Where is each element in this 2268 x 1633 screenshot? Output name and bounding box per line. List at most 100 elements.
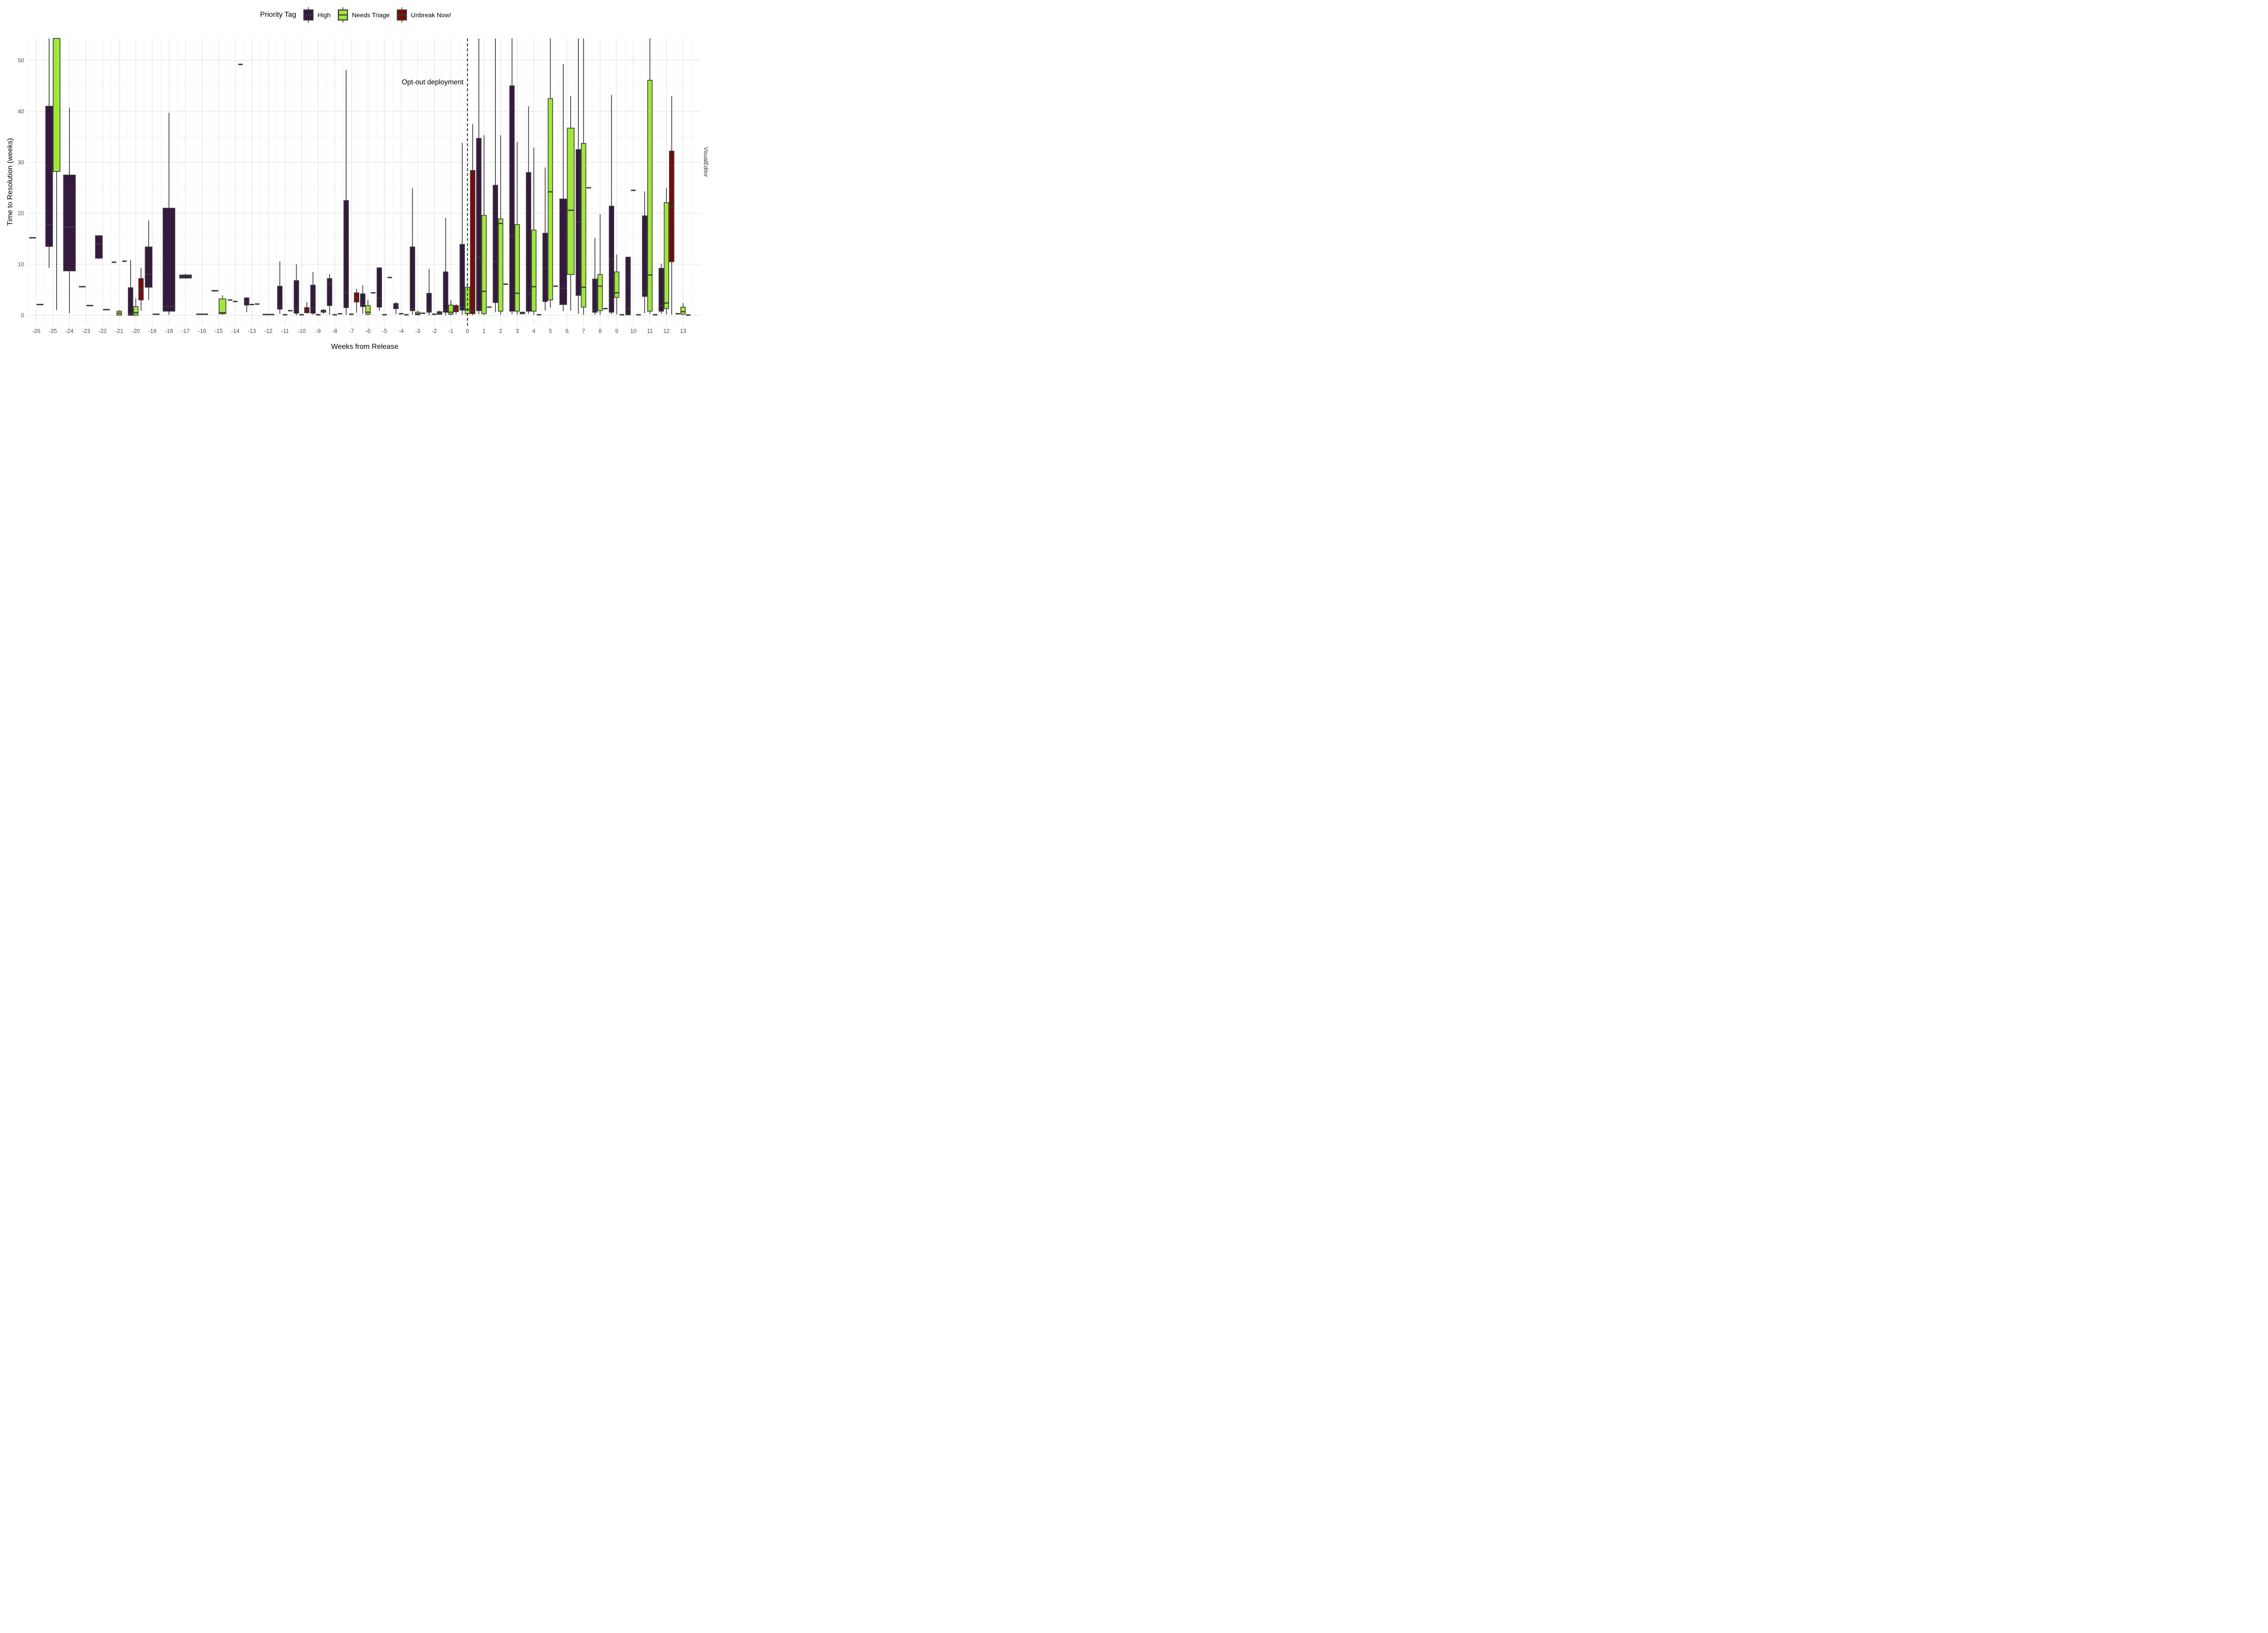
- week--9-unbreak-now--box: [321, 309, 326, 314]
- x-tick-label: -2: [432, 328, 437, 334]
- week--24-high-box: [63, 108, 76, 313]
- x-tick-label: -23: [82, 328, 90, 334]
- x-tick-label: -15: [215, 328, 223, 334]
- x-tick-label: 7: [582, 328, 585, 334]
- x-tick-label: -1: [448, 328, 453, 334]
- week--11-high-box: [277, 261, 283, 314]
- week--5-high-box: [376, 267, 382, 311]
- x-tick-label: -11: [281, 328, 289, 334]
- week--3-needs-triage-box: [415, 310, 420, 315]
- week--6-high-box: [360, 285, 366, 314]
- x-tick-label: -6: [366, 328, 371, 334]
- week--2-high-box: [426, 269, 432, 315]
- week-4-needs-triage-box: [531, 147, 537, 315]
- week--17-high-box: [179, 274, 192, 279]
- x-axis-title: Weeks from Release: [331, 343, 399, 351]
- legend-item-label: Needs Triage: [352, 11, 390, 19]
- week-9-needs-triage-box: [614, 254, 620, 314]
- legend-item-high: High: [303, 7, 331, 23]
- x-tick-label: 8: [599, 328, 602, 334]
- week-3-unbreak-now--box: [519, 312, 525, 314]
- week-2-high-box: [493, 38, 498, 313]
- x-tick-label: -10: [298, 328, 306, 334]
- x-tick-label: -12: [264, 328, 273, 334]
- week-0-high-box: [459, 143, 465, 315]
- week-9-high-box: [609, 95, 614, 314]
- x-tick-label: 11: [647, 328, 653, 334]
- week--7-unbreak-now--box: [354, 288, 359, 313]
- x-tick-label: -8: [332, 328, 337, 334]
- week-5-high-box: [543, 167, 548, 311]
- week-1-needs-triage-box: [481, 135, 487, 315]
- x-tick-label: 6: [565, 328, 568, 334]
- week-6-high-box: [559, 64, 567, 312]
- boxplot-figure: { "legend": { "title": "Priority Tag", "…: [0, 0, 711, 356]
- week-12-high-box: [658, 264, 664, 314]
- x-tick-label: -13: [248, 328, 256, 334]
- annotation-opt-out-deployment: Opt-out deployment: [401, 78, 464, 86]
- y-tick-label: 20: [18, 210, 24, 217]
- legend-item-unbreak-now: Unbreak Now!: [396, 7, 451, 23]
- x-tick-label: 5: [549, 328, 552, 334]
- week-4-high-box: [526, 106, 532, 314]
- boxplot-key-icon-high: [303, 7, 314, 23]
- x-tick-label: -16: [198, 328, 206, 334]
- x-tick-label: 10: [630, 328, 636, 334]
- x-tick-label: -9: [316, 328, 321, 334]
- week--7-high-box: [343, 70, 349, 315]
- week-13-needs-triage-box: [680, 303, 686, 315]
- week--1-high-box: [443, 218, 449, 315]
- legend-item-label: High: [317, 11, 331, 19]
- week-5-needs-triage-box: [547, 38, 553, 308]
- week--1-needs-triage-box: [448, 300, 454, 315]
- legend-item-label: Unbreak Now!: [411, 11, 451, 19]
- week--22-high-box: [95, 235, 103, 259]
- week--18-high-box: [162, 112, 176, 315]
- week-2-needs-triage-box: [498, 135, 503, 315]
- week--6-needs-triage-box: [365, 300, 371, 315]
- x-tick-label: 3: [516, 328, 519, 334]
- week--10-high-box: [293, 264, 299, 315]
- week--25-high-box: [45, 38, 53, 268]
- week--19-high-box: [145, 220, 152, 300]
- x-tick-label: 1: [483, 328, 486, 334]
- legend-title: Priority Tag: [260, 11, 296, 19]
- x-tick-label: -3: [415, 328, 420, 334]
- x-tick-label: 2: [499, 328, 502, 334]
- x-tick-label: -14: [231, 328, 240, 334]
- week-1-high-box: [476, 38, 482, 314]
- x-tick-label: 9: [615, 328, 618, 334]
- y-axis-title: Time to Resolution (weeks): [6, 138, 14, 226]
- week-11-needs-triage-box: [647, 38, 653, 314]
- week--3-high-box: [410, 188, 415, 315]
- week-12-unbreak-now--box: [669, 96, 675, 315]
- y-tick-label: 30: [18, 159, 24, 166]
- week--9-high-box: [310, 272, 316, 315]
- week--15-needs-triage-box: [219, 295, 226, 315]
- y-tick-label: 10: [18, 261, 24, 268]
- x-tick-label: -19: [148, 328, 156, 334]
- x-tick-label: 4: [532, 328, 535, 334]
- week--2-unbreak-now--box: [437, 310, 442, 315]
- boxplot-key-icon-needs-triage: [337, 7, 349, 23]
- x-tick-label: 0: [466, 328, 469, 334]
- week--20-needs-triage-box: [133, 298, 139, 316]
- week-0-unbreak-now--box: [470, 124, 475, 315]
- week--20-high-box: [128, 260, 133, 316]
- week--8-high-box: [327, 274, 332, 315]
- legend-item-needs-triage: Needs Triage: [337, 7, 390, 23]
- x-tick-label: -22: [98, 328, 107, 334]
- week-11-high-box: [642, 191, 648, 313]
- y-tick-label: 40: [18, 108, 24, 115]
- week-8-needs-triage-box: [597, 214, 603, 315]
- boxplot-key-icon-unbreak-now: [396, 7, 408, 23]
- week--1-unbreak-now--box: [453, 304, 459, 314]
- week-8-high-box: [592, 238, 598, 315]
- week-7-needs-triage-box: [581, 38, 587, 315]
- x-tick-label: -5: [382, 328, 387, 334]
- week-7-high-box: [576, 38, 581, 314]
- x-tick-label: -4: [399, 328, 404, 334]
- x-tick-label: -26: [32, 328, 40, 334]
- week-12-needs-triage-box: [664, 188, 670, 314]
